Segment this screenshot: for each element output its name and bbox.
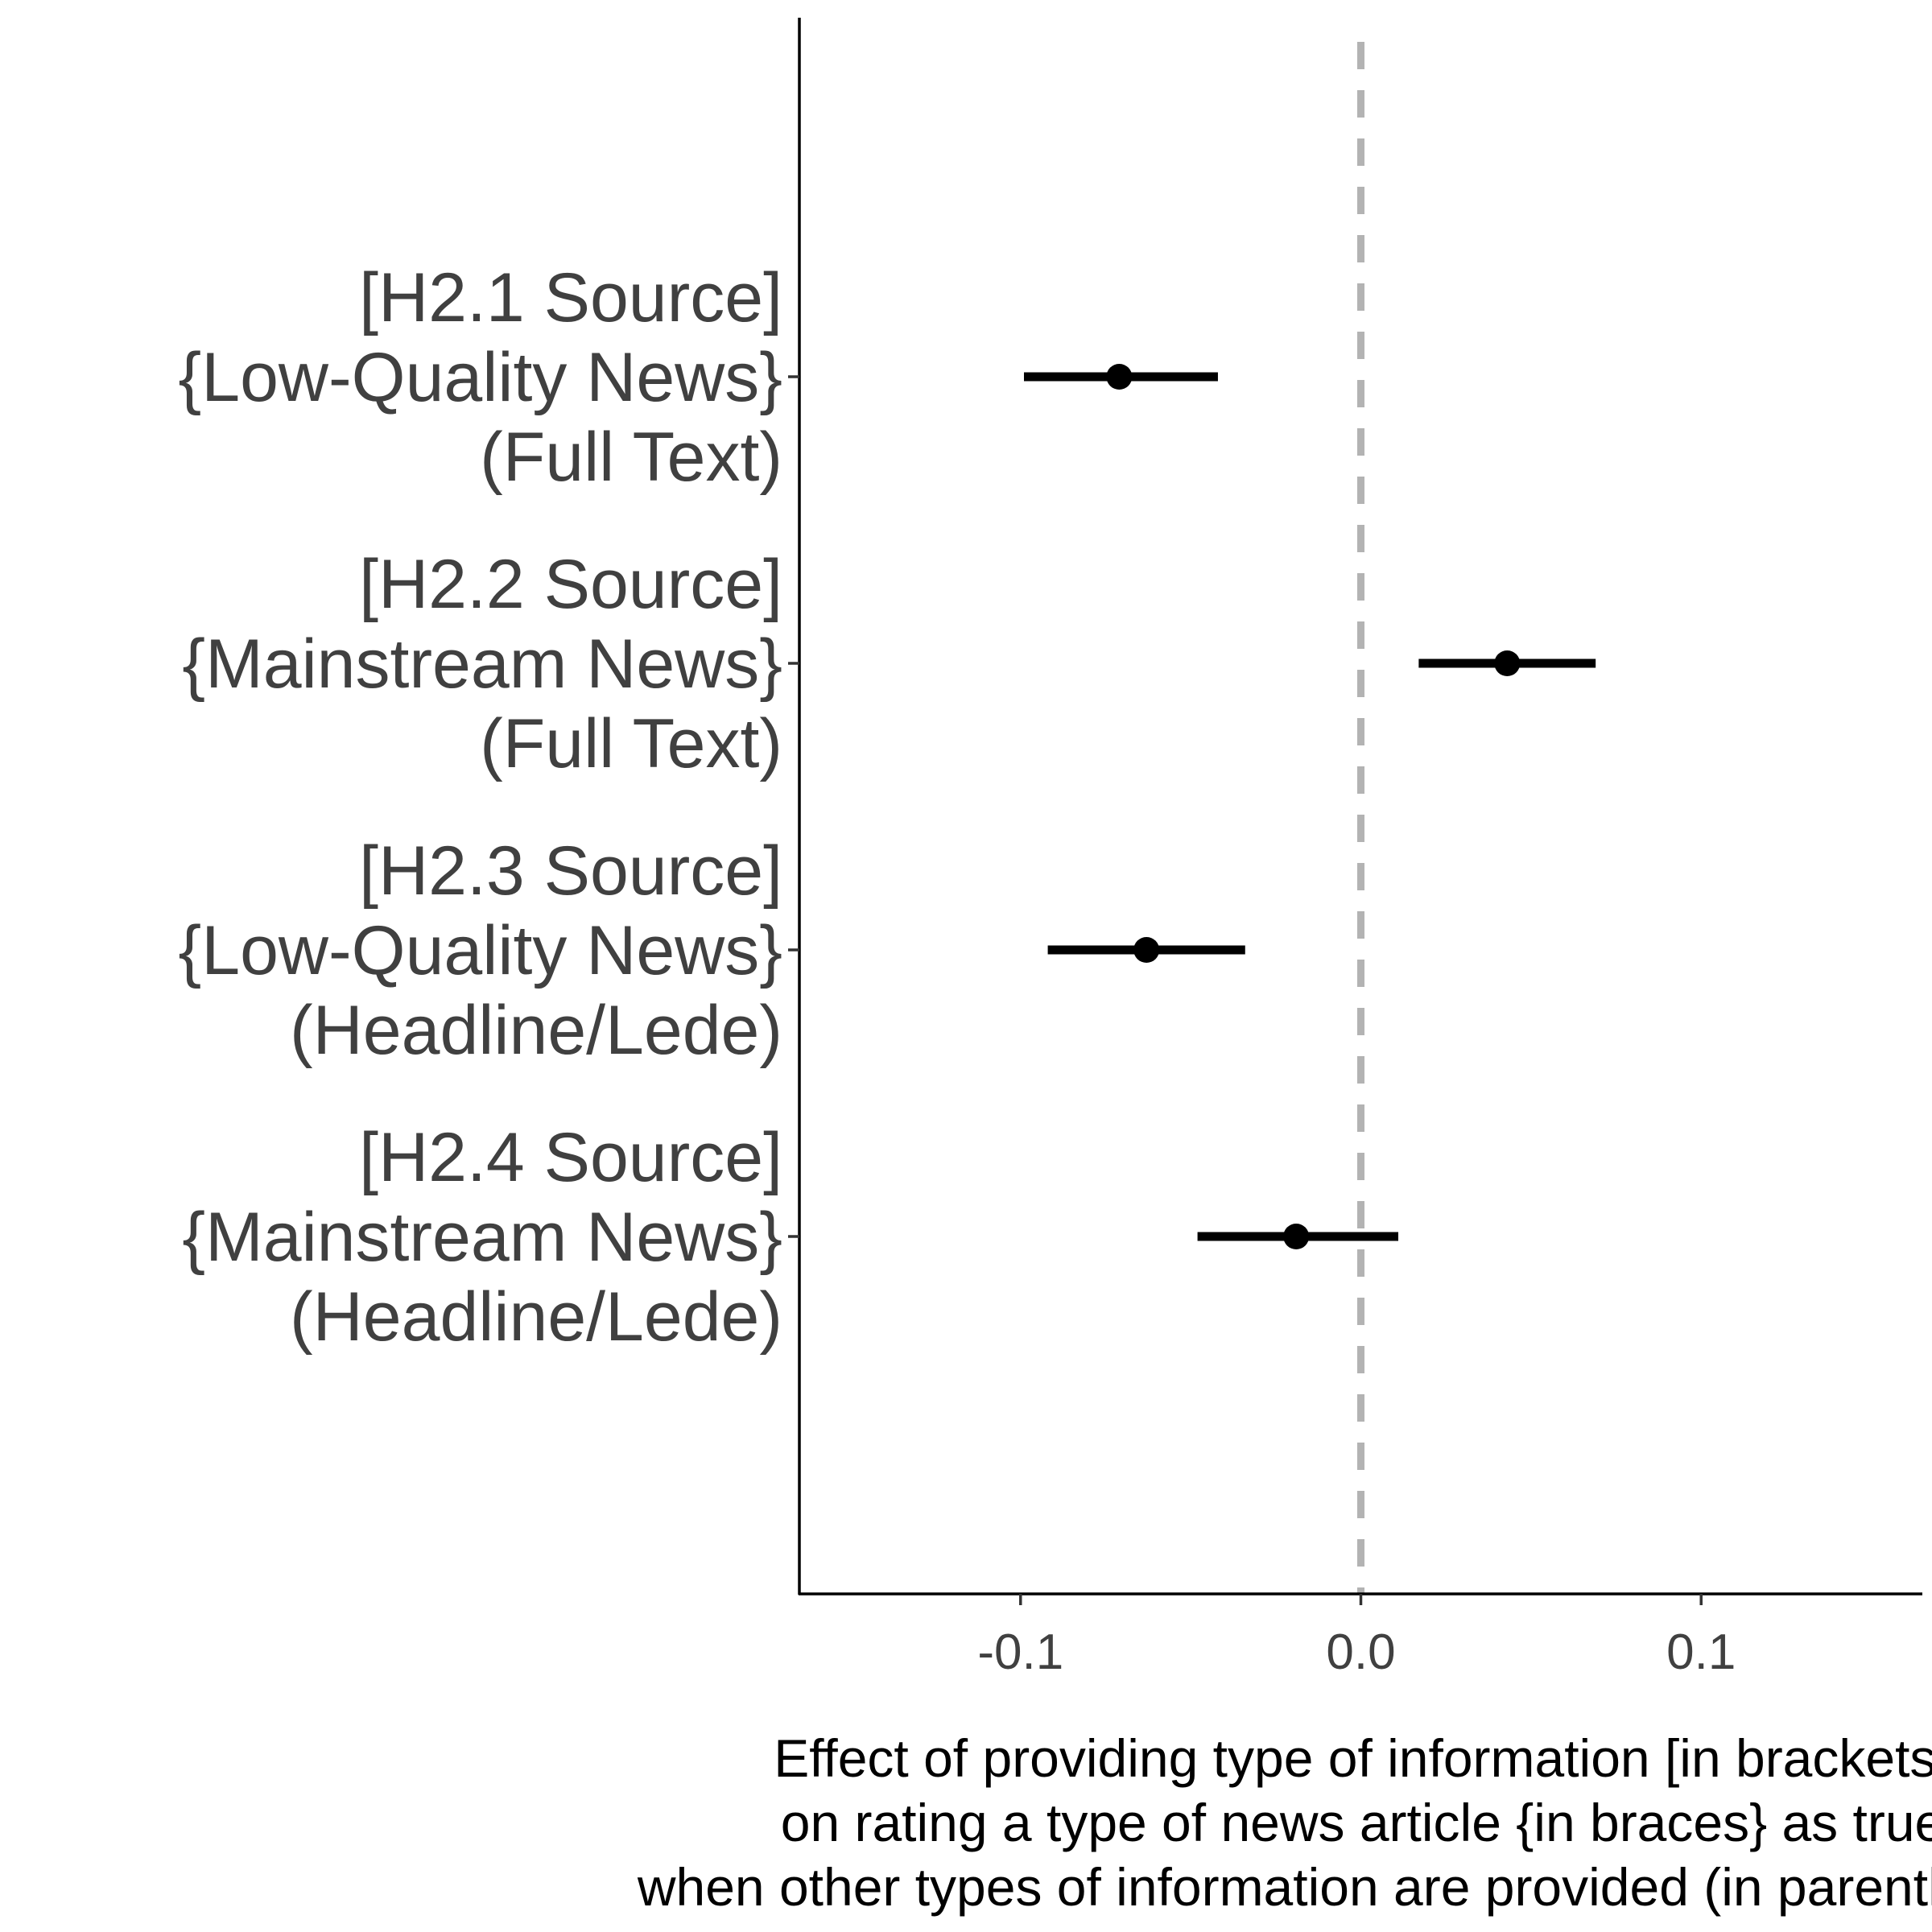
y-tick-label: (Headline/Lede): [290, 992, 782, 1069]
x-axis-title-line: on rating a type of news article {in bra…: [781, 1793, 1932, 1852]
y-tick-label: (Headline/Lede): [290, 1278, 782, 1356]
y-tick-label: (Full Text): [480, 419, 782, 496]
x-axis-title-line: when other types of information are prov…: [637, 1857, 1932, 1917]
x-axis-title: Effect of providing type of information …: [637, 1728, 1932, 1917]
point-estimate: [1133, 937, 1160, 963]
y-tick-label: (Full Text): [480, 705, 782, 782]
marks-layer: [1024, 364, 1596, 1249]
y-tick-label: [H2.2 Source]: [359, 546, 782, 623]
y-tick-label: {Mainstream News}: [182, 1199, 782, 1276]
x-tick-label: 0.1: [1666, 1624, 1736, 1680]
point-estimate: [1106, 364, 1133, 390]
x-tick-label: 0.0: [1326, 1624, 1395, 1680]
y-tick-label: {Low-Quality News}: [179, 912, 782, 989]
axes-layer: -0.1 0.0 0.1: [788, 18, 1922, 1680]
y-tick-label: [H2.4 Source]: [359, 1119, 782, 1196]
point-estimate: [1283, 1224, 1310, 1249]
y-tick-label: [H2.3 Source]: [359, 832, 782, 910]
x-axis-title-line: Effect of providing type of information …: [774, 1728, 1932, 1788]
y-tick-label: {Low-Quality News}: [179, 339, 782, 416]
labels-layer: [H2.1 Source]{Low-Quality News}(Full Tex…: [179, 259, 782, 1356]
y-tick-label: {Mainstream News}: [182, 625, 782, 703]
x-tick-label: -0.1: [977, 1624, 1063, 1680]
y-tick-label: [H2.1 Source]: [359, 259, 782, 336]
point-estimate: [1494, 650, 1521, 676]
